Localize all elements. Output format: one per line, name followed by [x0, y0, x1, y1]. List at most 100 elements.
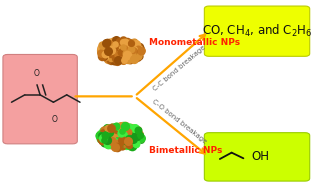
Point: [114, 60, 119, 63]
Point: [120, 135, 125, 138]
Point: [112, 56, 117, 59]
Point: [131, 130, 136, 133]
Point: [110, 50, 116, 53]
Point: [125, 50, 131, 53]
Point: [119, 131, 124, 134]
Point: [113, 128, 119, 131]
Point: [113, 133, 118, 136]
Point: [111, 52, 117, 55]
Point: [118, 142, 123, 145]
Point: [102, 52, 108, 55]
Point: [128, 53, 133, 56]
Point: [108, 52, 113, 55]
Point: [115, 53, 121, 56]
Point: [110, 46, 115, 50]
Point: [125, 49, 130, 52]
Point: [131, 48, 136, 51]
Point: [129, 42, 134, 45]
Point: [105, 139, 110, 142]
Point: [102, 128, 107, 131]
Point: [120, 144, 125, 147]
Point: [136, 55, 141, 58]
Point: [100, 52, 105, 55]
Point: [102, 52, 107, 55]
Point: [130, 142, 135, 145]
Point: [102, 55, 107, 58]
Point: [112, 132, 118, 136]
Point: [125, 51, 130, 54]
Point: [132, 44, 137, 47]
Point: [111, 128, 116, 131]
Point: [103, 54, 109, 57]
Point: [107, 44, 112, 47]
Point: [102, 129, 107, 132]
Point: [118, 46, 123, 49]
Point: [131, 128, 136, 131]
Point: [128, 43, 133, 46]
Point: [106, 51, 111, 54]
Point: [109, 136, 114, 139]
Point: [113, 136, 119, 139]
Text: CO, CH$_4$, and C$_2$H$_6$: CO, CH$_4$, and C$_2$H$_6$: [202, 23, 312, 39]
Point: [127, 59, 132, 62]
Point: [99, 136, 105, 139]
Point: [132, 51, 137, 54]
Point: [125, 136, 130, 139]
Point: [139, 49, 145, 52]
Point: [111, 45, 116, 48]
Point: [116, 127, 121, 130]
Point: [100, 139, 105, 142]
Point: [122, 129, 127, 132]
Point: [121, 140, 126, 143]
Point: [138, 137, 143, 140]
Point: [130, 48, 135, 51]
Point: [121, 125, 126, 128]
Point: [109, 53, 114, 56]
Point: [118, 130, 123, 133]
Point: [121, 48, 126, 51]
Point: [104, 130, 110, 133]
Point: [117, 125, 122, 128]
Point: [106, 137, 111, 140]
Point: [122, 125, 128, 128]
Point: [103, 137, 108, 140]
Point: [115, 58, 121, 61]
Point: [111, 140, 116, 143]
Point: [101, 48, 107, 51]
Point: [118, 141, 123, 144]
Point: [131, 41, 136, 44]
Point: [126, 142, 132, 145]
Point: [133, 43, 139, 46]
Point: [110, 45, 115, 48]
Point: [106, 57, 111, 60]
Point: [106, 132, 111, 135]
Point: [128, 51, 133, 54]
Point: [124, 143, 129, 146]
Point: [130, 141, 135, 144]
Point: [124, 130, 129, 133]
Point: [100, 55, 105, 58]
Point: [109, 125, 114, 128]
Point: [109, 45, 114, 48]
Point: [109, 55, 114, 58]
Point: [109, 127, 114, 130]
Point: [126, 50, 131, 53]
Point: [134, 131, 140, 134]
Point: [132, 41, 137, 44]
Point: [111, 45, 116, 48]
FancyBboxPatch shape: [3, 54, 77, 144]
Point: [130, 46, 135, 50]
Point: [107, 131, 112, 134]
Point: [103, 49, 109, 52]
Point: [128, 140, 133, 143]
Text: O: O: [52, 115, 58, 124]
Point: [134, 133, 139, 136]
Point: [107, 131, 112, 134]
Point: [108, 142, 113, 145]
Point: [119, 54, 124, 57]
Point: [115, 138, 120, 141]
Point: [101, 55, 107, 58]
Point: [130, 144, 135, 147]
Point: [126, 140, 132, 143]
Point: [108, 41, 113, 44]
